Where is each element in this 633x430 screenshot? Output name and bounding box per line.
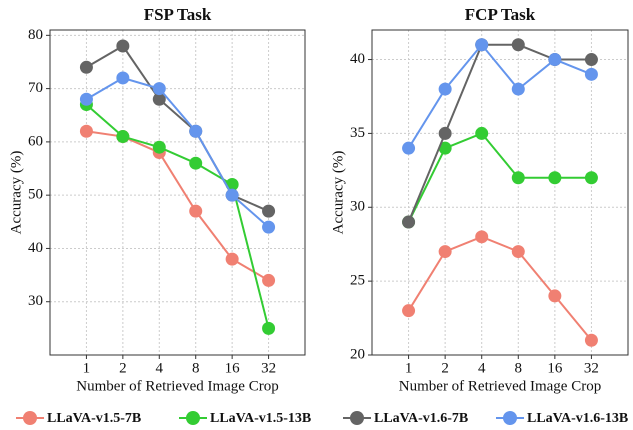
point [189,156,203,170]
x-tick-label: 4 [478,360,486,376]
point [438,82,452,96]
series-line [407,132,592,223]
point [79,124,93,138]
point [584,333,598,347]
point [438,245,452,259]
y-tick-label: 70 [28,80,43,96]
point [548,289,562,303]
point [548,53,562,67]
y-tick-label: 35 [350,125,365,141]
point [79,92,93,106]
point [116,39,130,53]
x-tick-label: 2 [119,360,127,376]
point [402,215,416,229]
series-line [86,130,270,282]
y-tick-label: 40 [350,51,365,67]
point [152,92,166,106]
point [584,171,598,185]
point [475,38,489,52]
point [152,140,166,154]
point [262,321,276,335]
x-tick-label: 2 [441,360,449,376]
y-tick-label: 60 [28,133,43,149]
point [79,60,93,74]
series-line [85,103,270,329]
point [152,82,166,96]
series-line [85,44,269,213]
x-tick-label: 8 [192,360,200,376]
point [584,67,598,81]
y-axis-label: Accuracy (%) [330,151,346,235]
point [475,230,489,244]
y-tick-label: 30 [28,293,43,309]
x-tick-label: 32 [584,360,599,376]
point [511,245,525,259]
x-tick-label: 1 [405,360,413,376]
chart-title: FSP Task [144,5,212,24]
point [262,273,276,287]
x-tick-label: 4 [156,360,164,376]
point [225,252,239,266]
point [511,171,525,185]
x-tick-label: 32 [261,360,276,376]
plot-frame [49,29,306,356]
y-tick-label: 25 [350,273,365,289]
x-tick-label: 16 [225,360,241,376]
plot-frame [371,29,629,356]
point [548,171,562,185]
point [189,204,203,218]
x-axis-label: Number of Retrieved Image Crop [76,378,278,394]
legend-label: LLaVA-v1.6-13B [527,411,628,426]
point [262,220,276,234]
point [262,204,276,218]
x-tick-label: 8 [515,360,523,376]
point [511,82,525,96]
y-tick-label: 20 [350,346,365,362]
point [475,126,489,140]
point [225,188,239,202]
point [438,126,452,140]
x-tick-label: 1 [83,360,91,376]
legend-label: LLaVA-v1.5-13B [210,411,311,426]
y-tick-label: 50 [28,187,43,203]
point [116,71,130,85]
x-axis-label: Number of Retrieved Image Crop [399,378,601,394]
series-line [85,76,270,228]
point [402,304,416,318]
legend-label: LLaVA-v1.6-7B [374,411,468,426]
x-tick-label: 16 [547,360,563,376]
series-line [407,235,593,341]
point [189,124,203,138]
point [402,141,416,155]
legend-label: LLaVA-v1.5-7B [47,411,141,426]
point [116,130,130,144]
y-tick-label: 40 [28,240,43,256]
point [584,53,598,67]
point [511,38,525,52]
y-tick-label: 80 [28,27,43,43]
y-tick-label: 30 [350,199,365,215]
point [438,141,452,155]
y-axis-label: Accuracy (%) [8,151,24,235]
series-line [407,43,592,149]
chart-title: FCP Task [465,5,536,24]
